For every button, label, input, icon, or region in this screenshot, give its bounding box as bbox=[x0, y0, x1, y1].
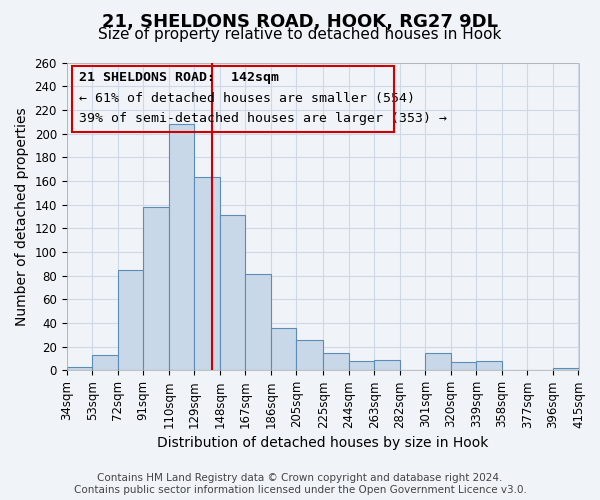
Bar bbox=[296, 340, 323, 370]
Bar bbox=[67, 367, 92, 370]
Text: Contains HM Land Registry data © Crown copyright and database right 2024.
Contai: Contains HM Land Registry data © Crown c… bbox=[74, 474, 526, 495]
Bar bbox=[92, 355, 118, 370]
Bar bbox=[245, 274, 271, 370]
Bar bbox=[194, 178, 220, 370]
Text: 39% of semi-detached houses are larger (353) →: 39% of semi-detached houses are larger (… bbox=[79, 112, 448, 125]
Text: Size of property relative to detached houses in Hook: Size of property relative to detached ho… bbox=[98, 28, 502, 42]
Bar bbox=[271, 328, 296, 370]
Bar bbox=[349, 361, 374, 370]
Y-axis label: Number of detached properties: Number of detached properties bbox=[15, 107, 29, 326]
Text: ← 61% of detached houses are smaller (554): ← 61% of detached houses are smaller (55… bbox=[79, 92, 415, 104]
Text: 21 SHELDONS ROAD:  142sqm: 21 SHELDONS ROAD: 142sqm bbox=[79, 71, 280, 84]
Text: 21, SHELDONS ROAD, HOOK, RG27 9DL: 21, SHELDONS ROAD, HOOK, RG27 9DL bbox=[102, 12, 498, 30]
Bar bbox=[323, 352, 349, 370]
Bar bbox=[169, 124, 194, 370]
Bar bbox=[553, 368, 578, 370]
Bar bbox=[374, 360, 400, 370]
Bar bbox=[476, 361, 502, 370]
Bar bbox=[451, 362, 476, 370]
Bar bbox=[118, 270, 143, 370]
X-axis label: Distribution of detached houses by size in Hook: Distribution of detached houses by size … bbox=[157, 436, 488, 450]
Bar bbox=[143, 207, 169, 370]
Bar bbox=[220, 215, 245, 370]
Bar bbox=[425, 352, 451, 370]
